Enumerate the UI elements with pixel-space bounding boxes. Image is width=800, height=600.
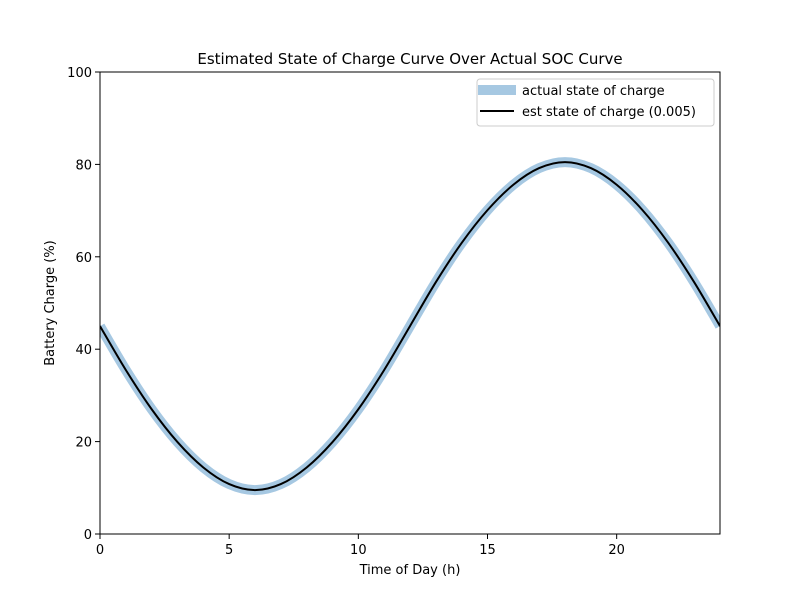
legend-swatch-actual	[478, 85, 516, 95]
y-tick-label: 80	[75, 158, 92, 173]
x-tick-label: 15	[479, 543, 496, 558]
x-axis-ticks: 0 5 10 15 20	[96, 534, 625, 558]
x-tick-label: 20	[608, 543, 625, 558]
y-tick-label: 20	[75, 436, 92, 451]
legend-label-actual: actual state of charge	[522, 84, 665, 99]
y-tick-label: 100	[67, 66, 92, 81]
plot-frame	[99, 71, 721, 535]
legend-box	[476, 78, 715, 127]
y-tick-label: 40	[75, 343, 92, 358]
x-tick-label: 0	[96, 543, 104, 558]
y-tick-label: 60	[75, 251, 92, 266]
series-line-estimate	[100, 161, 720, 492]
x-axis-label: Time of Day (h)	[359, 563, 461, 578]
y-axis-ticks: 0 20 40 60 80 100	[67, 66, 100, 543]
y-axis-label: Battery Charge (%)	[43, 240, 58, 366]
legend-label-estimate: est state of charge (0.005)	[522, 105, 696, 120]
x-tick-label: 5	[225, 543, 233, 558]
series-layer	[100, 157, 720, 496]
y-tick-label: 0	[84, 528, 92, 543]
x-tick-label: 10	[350, 543, 367, 558]
legend: actual state of charge est state of char…	[476, 78, 715, 127]
chart-title: Estimated State of Charge Curve Over Act…	[197, 50, 622, 68]
